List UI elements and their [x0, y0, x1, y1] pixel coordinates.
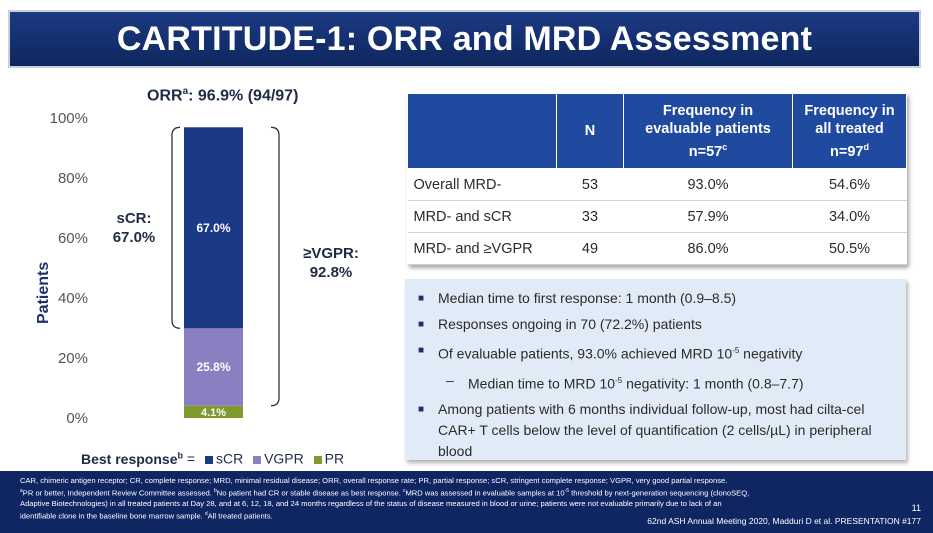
y-tick-label: 100% — [50, 110, 88, 127]
legend-swatch-vgpr — [253, 455, 262, 464]
row-all-treated: 50.5% — [792, 232, 907, 265]
data-label-vgpr: 25.8% — [196, 360, 230, 374]
scr-annotation-label: sCR: — [116, 210, 152, 227]
legend-swatch-scr — [204, 455, 213, 464]
key-findings-box: ■ Median time to first response: 1 month … — [405, 279, 906, 460]
conference-citation: 62nd ASH Annual Meeting 2020, Madduri D … — [647, 516, 921, 526]
table-header-empty — [407, 93, 557, 169]
legend-item-vgpr: VGPR — [264, 450, 304, 467]
bullet-item: ■ Of evaluable patients, 93.0% achieved M… — [418, 340, 896, 365]
bar-segment-scr — [184, 127, 243, 329]
y-tick-label: 0% — [66, 410, 88, 427]
dash-icon: – — [446, 371, 454, 388]
table-row: Overall MRD- 53 93.0% 54.6% — [407, 168, 907, 201]
row-n: 49 — [556, 232, 624, 265]
footnote-line: aPR or better, Independent Review Commit… — [20, 488, 750, 498]
legend-item-scr: sCR — [215, 450, 244, 467]
row-n: 53 — [556, 168, 624, 201]
bar-segment-pr — [184, 405, 243, 418]
y-tick-label: 60% — [58, 230, 88, 247]
table-header-row: N Frequency in evaluable patients n=57c … — [407, 93, 907, 169]
row-all-treated: 54.6% — [792, 168, 907, 201]
vgpr-annotation-value: 92.8% — [309, 264, 353, 281]
scr-annotation-value: 67.0% — [112, 229, 156, 246]
bullet-square-icon: ■ — [418, 345, 425, 356]
vgpr-bracket — [270, 126, 280, 407]
mrd-table: N Frequency in evaluable patients n=57c … — [407, 93, 907, 265]
legend-item-pr: PR — [324, 450, 345, 467]
table-header-evaluable: Frequency in evaluable patients n=57c — [623, 93, 793, 169]
row-all-treated: 34.0% — [792, 200, 907, 233]
vgpr-annotation: ≥VGPR: 92.8% — [294, 244, 368, 282]
footnote-line: CAR, chimeric antigen receptor; CR, comp… — [20, 476, 728, 485]
orr-label: ORRa: 96.9% (94/97) — [147, 86, 299, 105]
footnote-line: identifiable clone in the baseline bone … — [20, 510, 273, 521]
y-tick-label: 80% — [58, 170, 88, 187]
title-banner: CARTITUDE-1: ORR and MRD Assessment — [8, 10, 921, 68]
bullet-square-icon: ■ — [418, 293, 425, 304]
table-row: MRD- and ≥VGPR 49 86.0% 50.5% — [407, 232, 907, 265]
row-evaluable: 93.0% — [623, 168, 793, 201]
stacked-bar-chart: 0% 20% 40% 60% 80% 100% 4.1% 25.8% 67.0% — [50, 110, 280, 427]
table-header-n: N — [556, 93, 624, 169]
row-label: Overall MRD- — [407, 168, 557, 201]
data-label-pr: 4.1% — [201, 407, 226, 419]
row-label: MRD- and sCR — [407, 200, 557, 233]
y-tick-label: 40% — [58, 290, 88, 307]
scr-annotation: sCR: 67.0% — [102, 209, 166, 247]
bullet-square-icon: ■ — [418, 404, 425, 416]
data-label-scr: 67.0% — [196, 221, 230, 235]
scr-bracket — [171, 126, 181, 329]
row-evaluable: 86.0% — [623, 232, 793, 265]
footnote-line: Adaptive Biotechnologies) in all treated… — [20, 498, 722, 508]
page-title: CARTITUDE-1: ORR and MRD Assessment — [116, 19, 813, 58]
bullet-item: ■ Among patients with 6 months individual… — [418, 401, 872, 460]
table-row: MRD- and sCR 33 57.9% 34.0% — [407, 200, 907, 233]
y-tick-label: 20% — [58, 350, 88, 367]
footnotes: CAR, chimeric antigen receptor; CR, comp… — [0, 471, 933, 533]
bar-segment-vgpr — [184, 328, 243, 406]
legend-equals: = — [186, 450, 196, 467]
bullet-subitem: – Median time to MRD 10-5 negativity: 1 m… — [446, 371, 804, 392]
row-evaluable: 57.9% — [623, 200, 793, 233]
legend-title: Best responseb — [81, 450, 183, 467]
table-header-all-treated: Frequency in all treated n=97d — [792, 93, 907, 169]
row-label: MRD- and ≥VGPR — [407, 232, 557, 265]
bullet-item: ■ Responses ongoing in 70 (72.2%) patient… — [418, 314, 896, 335]
legend-swatch-pr — [313, 455, 322, 464]
row-n: 33 — [556, 200, 624, 233]
vgpr-annotation-label: ≥VGPR: — [303, 245, 359, 262]
page-number: 11 — [911, 503, 921, 513]
bullet-square-icon: ■ — [418, 319, 425, 330]
chart-legend: Best responseb = sCR VGPR PR — [81, 450, 344, 467]
bullet-item: ■ Median time to first response: 1 month … — [418, 288, 896, 309]
